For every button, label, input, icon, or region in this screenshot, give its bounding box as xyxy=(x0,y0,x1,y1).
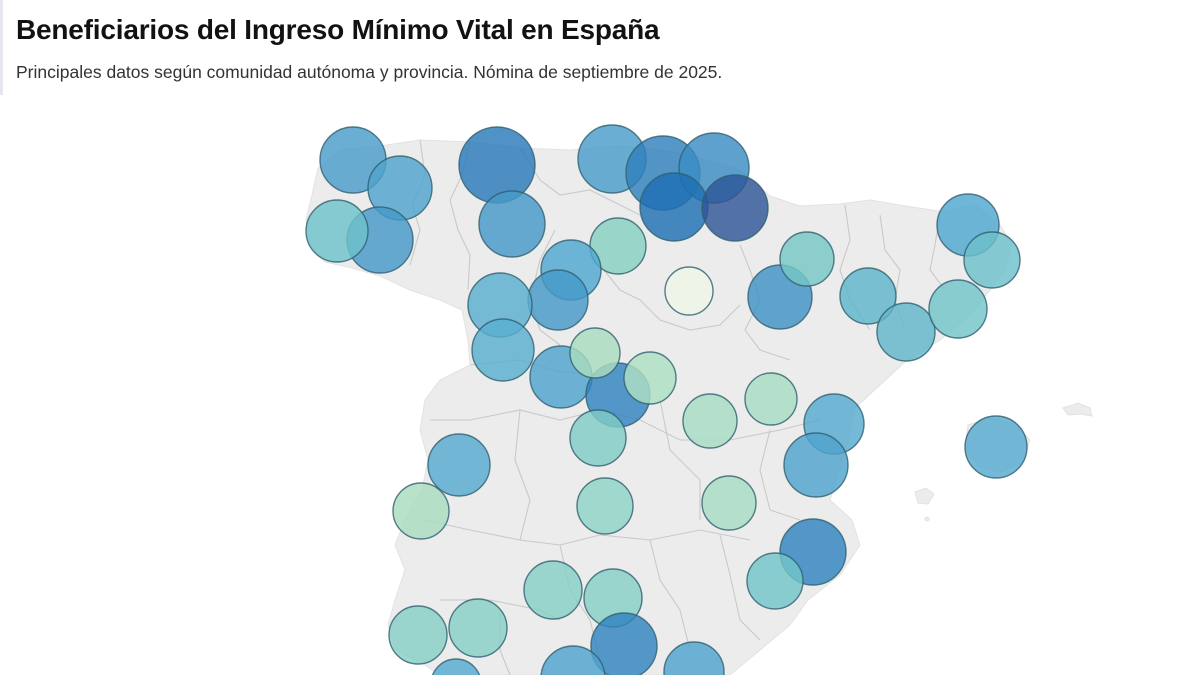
province-bubble[interactable] xyxy=(964,415,1028,479)
formentera-island xyxy=(924,516,930,522)
province-bubble[interactable] xyxy=(839,267,897,325)
province-bubble[interactable] xyxy=(783,432,849,498)
province-bubble[interactable] xyxy=(305,199,369,263)
left-accent-rule xyxy=(0,0,3,95)
province-bubble[interactable] xyxy=(471,318,535,382)
map-svg xyxy=(305,124,1093,675)
province-bubble[interactable] xyxy=(963,231,1021,289)
chart-header: Beneficiarios del Ingreso Mínimo Vital e… xyxy=(16,12,1184,84)
province-bubble[interactable] xyxy=(746,552,804,610)
province-bubble[interactable] xyxy=(623,351,677,405)
province-bubble[interactable] xyxy=(639,172,709,242)
province-bubble[interactable] xyxy=(448,598,508,658)
province-bubble[interactable] xyxy=(590,612,658,675)
province-bubble[interactable] xyxy=(928,279,988,339)
province-bubble[interactable] xyxy=(388,605,448,665)
ibiza-island xyxy=(914,487,935,505)
province-bubble[interactable] xyxy=(458,126,536,204)
province-bubble[interactable] xyxy=(876,302,936,362)
province-bubble[interactable] xyxy=(664,266,714,316)
chart-title: Beneficiarios del Ingreso Mínimo Vital e… xyxy=(16,14,660,45)
province-bubble[interactable] xyxy=(682,393,738,449)
province-bubble[interactable] xyxy=(427,433,491,497)
menorca-island xyxy=(1062,402,1093,417)
province-bubble[interactable] xyxy=(701,475,757,531)
province-bubble[interactable] xyxy=(569,409,627,467)
spain-bubble-map[interactable] xyxy=(0,100,1200,675)
province-bubble[interactable] xyxy=(392,482,450,540)
chart-subtitle: Principales datos según comunidad autóno… xyxy=(16,62,723,82)
province-bubble[interactable] xyxy=(431,658,481,675)
province-bubble[interactable] xyxy=(576,477,634,535)
province-bubble[interactable] xyxy=(527,269,589,331)
province-bubble[interactable] xyxy=(540,645,606,675)
province-bubble[interactable] xyxy=(663,641,725,675)
bubble-layer xyxy=(305,124,1028,675)
province-bubble[interactable] xyxy=(701,174,769,242)
province-bubble[interactable] xyxy=(523,560,583,620)
province-bubble[interactable] xyxy=(744,372,798,426)
province-bubble[interactable] xyxy=(478,190,546,258)
province-bubble[interactable] xyxy=(779,231,835,287)
province-bubble[interactable] xyxy=(569,327,621,379)
